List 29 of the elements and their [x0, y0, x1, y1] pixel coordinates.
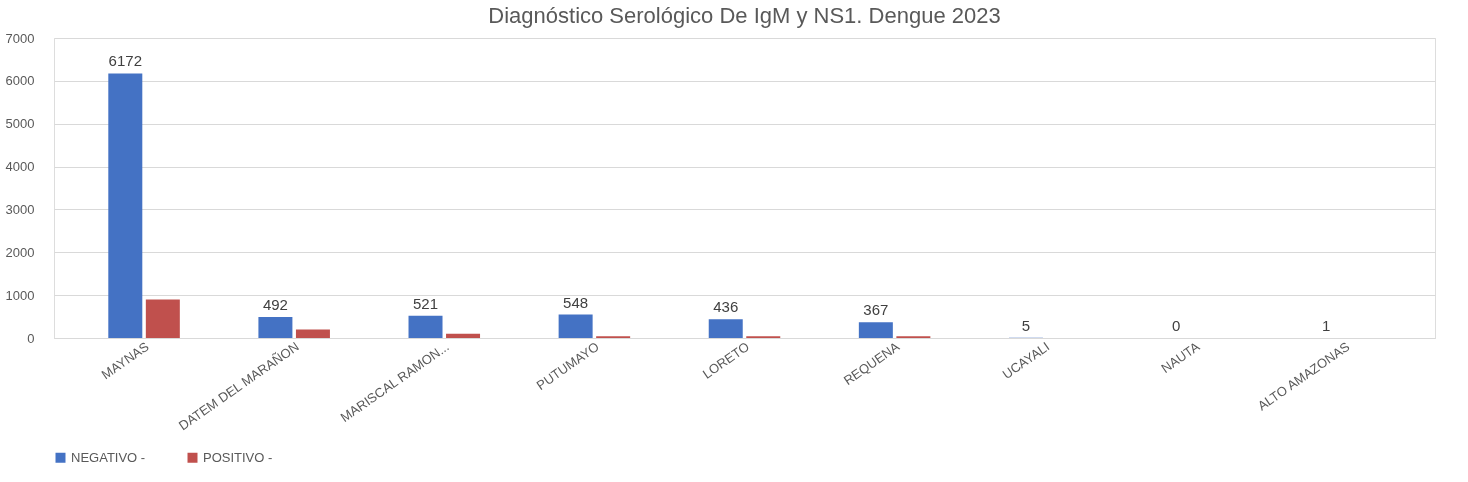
y-tick-label: 3000 — [5, 201, 35, 217]
legend-label: POSITIVO - — [203, 449, 273, 465]
y-tick-label: 0 — [27, 330, 35, 346]
data-label: 521 — [413, 294, 439, 312]
bar — [108, 73, 143, 338]
data-label: 5 — [1021, 316, 1031, 334]
bar — [295, 329, 330, 338]
data-label: 1 — [1322, 316, 1331, 334]
data-label: 6172 — [108, 52, 142, 70]
data-label: 0 — [1171, 317, 1181, 334]
y-tick-label: 7000 — [5, 30, 35, 46]
bar — [708, 319, 743, 338]
bar — [446, 333, 481, 338]
y-tick-label: 4000 — [5, 159, 35, 175]
bar — [145, 299, 180, 338]
y-tick-label: 2000 — [5, 244, 35, 260]
bar — [558, 314, 593, 338]
chart-title: Diagnóstico Serológico De IgM y NS1. Dengue 2023 — [488, 3, 1001, 28]
bar — [408, 315, 443, 338]
bar — [258, 316, 293, 338]
data-label: 367 — [863, 301, 889, 319]
y-tick-label: 5000 — [5, 116, 35, 132]
y-tick-label: 6000 — [5, 73, 35, 89]
data-label: 492 — [262, 295, 288, 313]
data-label: 436 — [713, 298, 739, 316]
legend-label: NEGATIVO - — [71, 449, 146, 465]
data-label: 548 — [563, 293, 589, 311]
bar — [858, 322, 893, 338]
y-tick-label: 1000 — [5, 287, 35, 303]
